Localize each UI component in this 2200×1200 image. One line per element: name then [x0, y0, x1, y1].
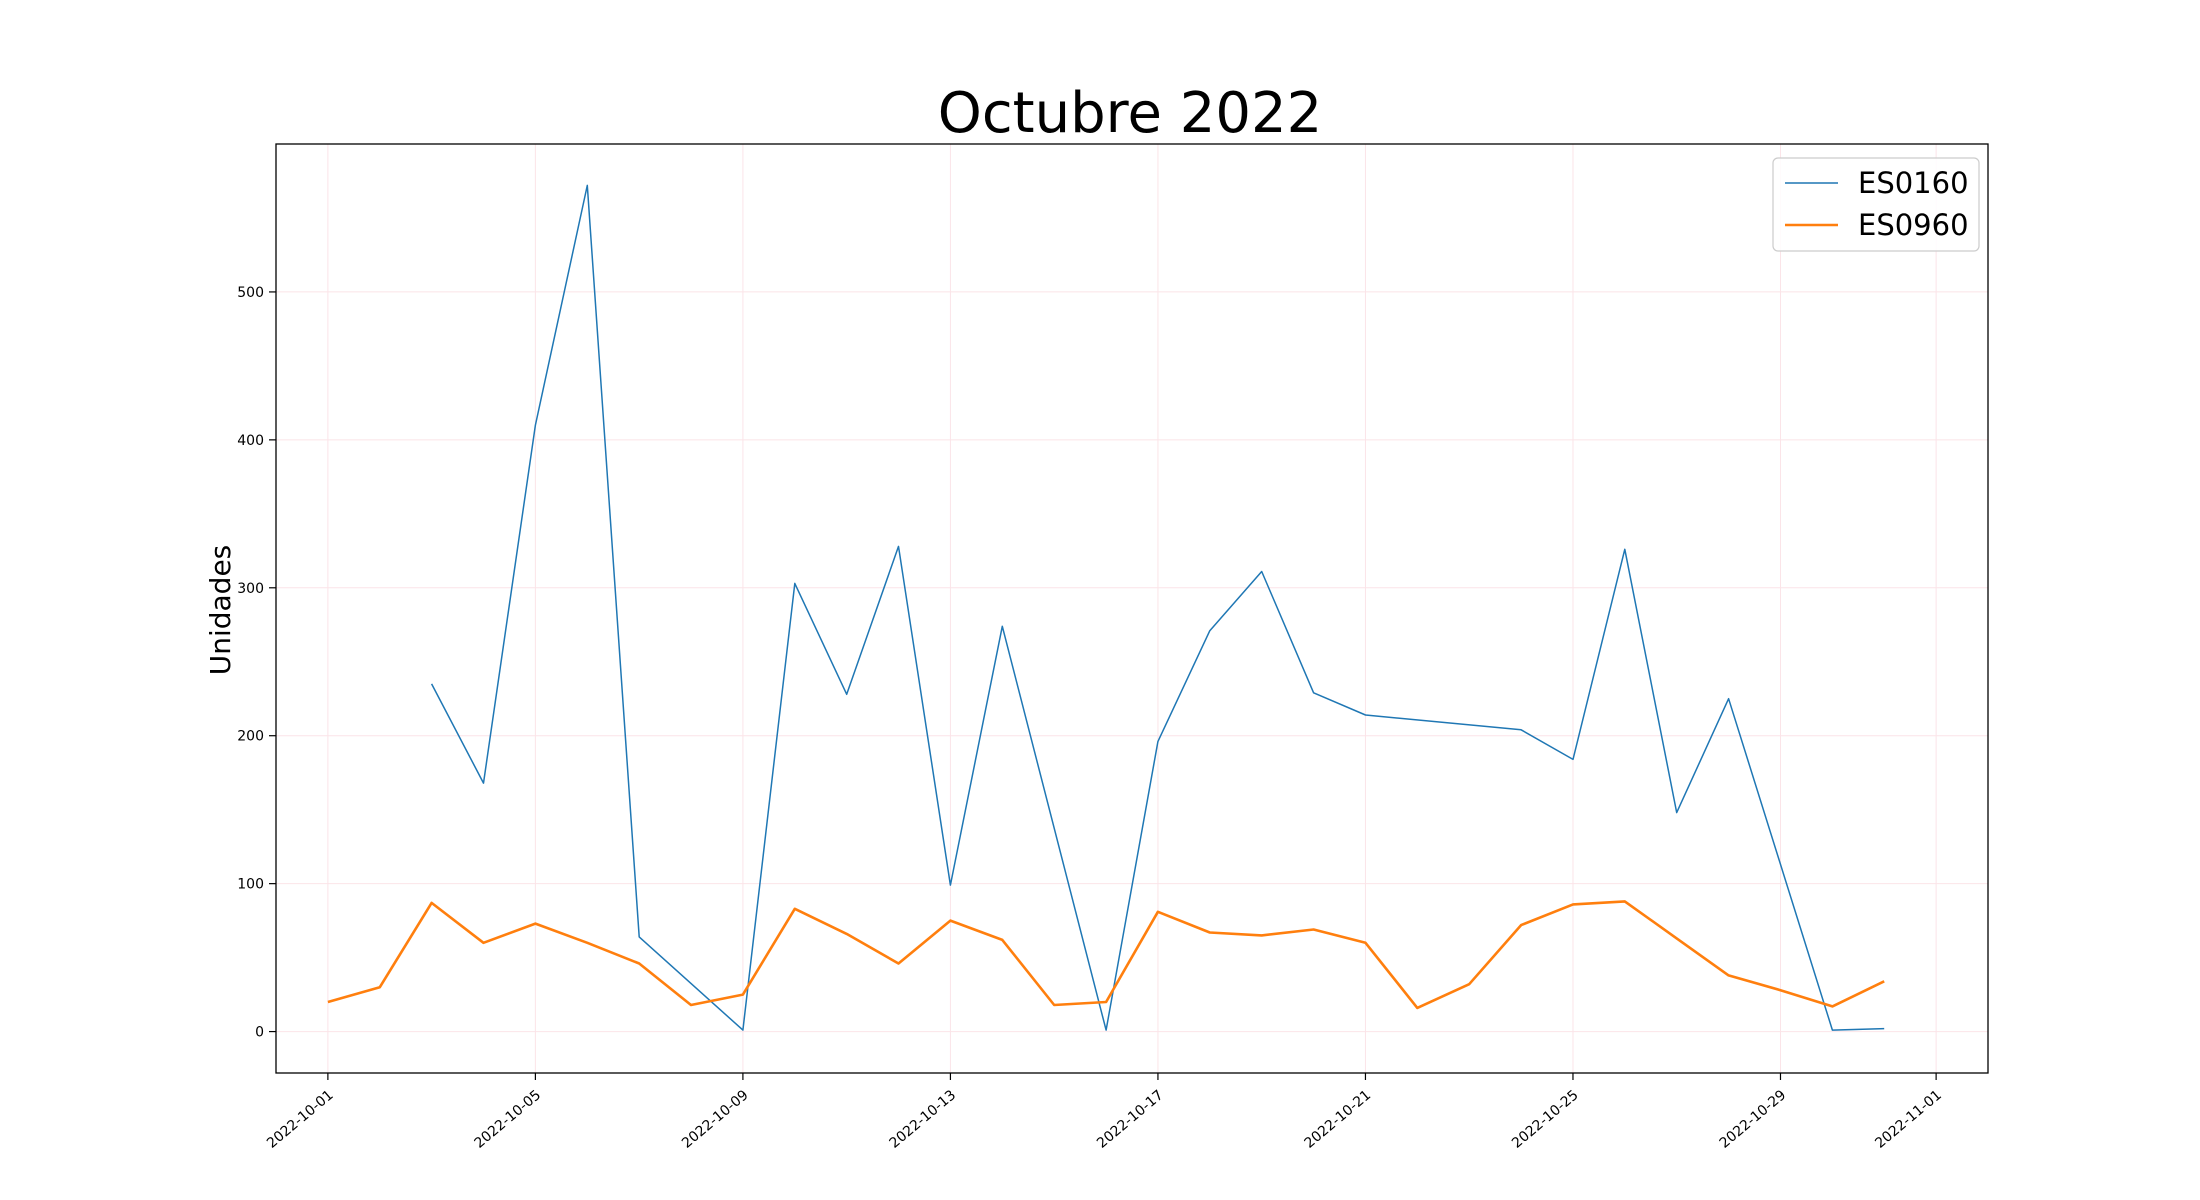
x-axis-ticks: 2022-10-01 2022-10-05 2022-10-09 2022-10-13… — [264, 1073, 1945, 1152]
x-tick-label: 2022-11-01 — [1872, 1087, 1945, 1152]
y-axis-label: Unidades — [204, 545, 237, 676]
x-tick-label: 2022-10-13 — [887, 1087, 960, 1152]
x-tick-label: 2022-10-29 — [1717, 1087, 1790, 1152]
legend-label: ES0960 — [1858, 208, 1969, 242]
legend: ES0160 ES0960 — [1772, 157, 1980, 252]
y-tick-label: 400 — [237, 433, 264, 449]
y-tick-label: 500 — [237, 285, 264, 301]
y-tick-label: 0 — [255, 1025, 264, 1041]
chart-title: Octubre 2022 — [938, 81, 1322, 146]
grid-lines — [276, 144, 1988, 1073]
series-line-es0960 — [327, 900, 1885, 1010]
plot-frame — [275, 143, 1989, 1074]
y-tick-label: 300 — [237, 581, 264, 597]
x-tick-label: 2022-10-09 — [679, 1087, 752, 1152]
legend-box — [1772, 157, 1980, 252]
legend-label: ES0160 — [1858, 166, 1969, 200]
series-line-es0160 — [430, 184, 1885, 1031]
x-tick-label: 2022-10-01 — [264, 1087, 337, 1152]
x-tick-label: 2022-10-05 — [472, 1087, 545, 1152]
series-lines — [327, 184, 1885, 1031]
y-tick-label: 100 — [237, 877, 264, 893]
y-axis-ticks: 0 100 200 300 400 500 — [237, 285, 276, 1041]
x-tick-label: 2022-10-21 — [1302, 1087, 1375, 1152]
x-tick-label: 2022-10-17 — [1094, 1087, 1167, 1152]
y-tick-label: 200 — [237, 729, 264, 745]
x-tick-label: 2022-10-25 — [1509, 1087, 1582, 1152]
